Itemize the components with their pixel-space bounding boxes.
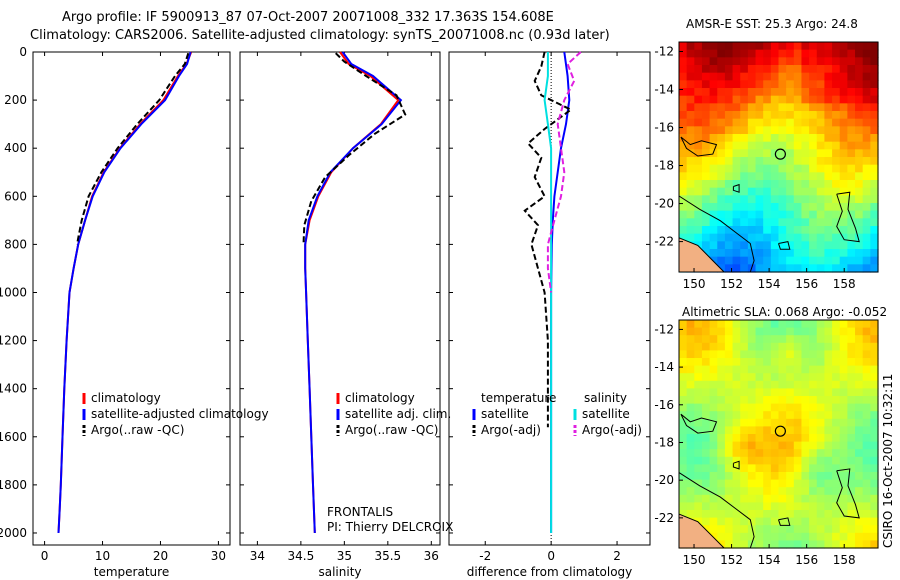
temp-xlabel: temperature xyxy=(94,565,169,579)
sal-legend-satellite: satellite adj. clim. xyxy=(345,407,451,421)
sst-map-ytick-label: -18 xyxy=(654,159,674,173)
sal-annotation-project: FRONTALIS xyxy=(327,505,393,519)
sst-map-title: AMSR-E SST: 25.3 Argo: 24.8 xyxy=(686,17,858,31)
temp-xtick-label: 30 xyxy=(211,549,226,563)
figure-title-line2: Climatology: CARS2006. Satellite-adjuste… xyxy=(30,28,610,43)
sst-map-ytick-label: -22 xyxy=(654,235,674,249)
sal-xtick-label: 35 xyxy=(337,549,352,563)
sla-map-ytick-label: -20 xyxy=(654,473,674,487)
sst-map-ytick-label: -12 xyxy=(654,45,674,59)
sla-map-xtick-label: 150 xyxy=(683,553,706,567)
diff-temp-argo-line xyxy=(523,51,573,428)
ytick-label: 1600 xyxy=(0,430,27,444)
diff-xtick-label: 0 xyxy=(547,549,555,563)
temp-xtick-label: 10 xyxy=(95,549,110,563)
sst-map-argo-marker xyxy=(774,148,786,160)
diff-legend-temp-argo: Argo(-adj) xyxy=(481,423,541,437)
ytick-label: 800 xyxy=(4,237,27,251)
sst-map-contour-seamount xyxy=(732,183,740,193)
sla-map-title: Altimetric SLA: 0.068 Argo: -0.052 xyxy=(682,305,887,319)
temp-satellite-line xyxy=(57,51,192,534)
sla-map-xtick-label: 152 xyxy=(720,553,743,567)
sla-map-xtick-label: 158 xyxy=(833,553,856,567)
sla-map-ytick-label: -14 xyxy=(654,360,674,374)
figure-title-line1: Argo profile: IF 5900913_87 07-Oct-2007 … xyxy=(62,10,554,25)
sst-map-contour-bank xyxy=(778,241,791,250)
sal-plot-frame xyxy=(239,51,441,546)
temp-xtick-label: 0 xyxy=(41,549,49,563)
ytick-label: 1800 xyxy=(0,478,27,492)
sal-legend-argo: Argo(..raw -QC) xyxy=(345,423,438,437)
sal-xtick-label: 34 xyxy=(250,549,265,563)
sst-map-contour-shelf xyxy=(678,195,755,273)
sla-map-ytick-label: -16 xyxy=(654,398,674,412)
sla-map-contour-plateau xyxy=(680,413,718,434)
sal-argo-line xyxy=(302,52,407,245)
sla-map-ytick-label: -12 xyxy=(654,322,674,336)
ytick-label: 600 xyxy=(4,189,27,203)
sal-xlabel: salinity xyxy=(318,565,361,579)
diff-xlabel: difference from climatology xyxy=(467,565,633,579)
diff-xtick-label: 2 xyxy=(613,549,621,563)
sla-map-contour-seamount xyxy=(732,460,740,470)
sst-map-xtick-label: 150 xyxy=(683,277,706,291)
diff-legend-sal-argo: Argo(-adj) xyxy=(582,423,642,437)
sal-xtick-label: 34.5 xyxy=(288,549,315,563)
sst-map-xtick-label: 154 xyxy=(758,277,781,291)
diff-sal-satellite-line xyxy=(543,52,553,533)
sla-map-contour-shelf xyxy=(678,472,755,549)
sst-map-xtick-label: 156 xyxy=(795,277,818,291)
diff-xtick-label: -2 xyxy=(479,549,491,563)
sla-map-xtick-label: 154 xyxy=(758,553,781,567)
sla-map-frame xyxy=(678,319,879,549)
sla-map-ytick-label: -18 xyxy=(654,435,674,449)
temp-legend-satellite: satellite-adjusted climatology xyxy=(91,407,269,421)
sla-map-contour-ridge xyxy=(836,468,860,519)
sst-map-ytick-label: -20 xyxy=(654,197,674,211)
temp-legend-argo: Argo(..raw -QC) xyxy=(91,423,184,437)
sla-map-argo-marker xyxy=(774,425,786,437)
sst-map-heatmap-cells xyxy=(679,42,879,273)
ytick-label: 1000 xyxy=(0,285,27,299)
temp-argo-line xyxy=(76,52,190,245)
diff-legend-salinity-heading: salinity xyxy=(584,391,627,405)
ytick-label: 1200 xyxy=(0,334,27,348)
ytick-label: 200 xyxy=(4,93,27,107)
diff-legend-temp-satellite: satellite xyxy=(481,407,529,421)
sst-map-contour-plateau xyxy=(680,136,718,157)
ytick-label: 1400 xyxy=(0,382,27,396)
sla-map-heatmap-cells xyxy=(679,320,879,549)
diff-plot-frame xyxy=(448,51,651,546)
temp-legend-climatology: climatology xyxy=(91,391,161,405)
ytick-label: 400 xyxy=(4,141,27,155)
sst-map-ytick-label: -14 xyxy=(654,83,674,97)
sal-xtick-label: 36 xyxy=(424,549,439,563)
sst-map-xtick-label: 158 xyxy=(833,277,856,291)
temp-xtick-label: 20 xyxy=(153,549,168,563)
diff-legend-temperature-heading: temperature xyxy=(481,391,556,405)
sla-map-xtick-label: 156 xyxy=(795,553,818,567)
diff-legend-sal-satellite: satellite xyxy=(582,407,630,421)
sal-xtick-label: 35.5 xyxy=(374,549,401,563)
ytick-label: 2000 xyxy=(0,526,27,540)
temp-plot-frame xyxy=(32,51,231,546)
sst-map-frame xyxy=(678,41,879,273)
sst-map-ytick-label: -16 xyxy=(654,121,674,135)
diff-sal-argo-line xyxy=(546,51,582,293)
sal-legend-climatology: climatology xyxy=(345,391,415,405)
sal-annotation-pi: PI: Thierry DELCROIX xyxy=(327,520,453,534)
sst-map-contour-ridge xyxy=(836,191,860,243)
sla-map-ytick-label: -22 xyxy=(654,511,674,525)
sla-map-contour-bank xyxy=(778,517,791,526)
ytick-label: 0 xyxy=(19,45,27,59)
sst-map-xtick-label: 152 xyxy=(720,277,743,291)
